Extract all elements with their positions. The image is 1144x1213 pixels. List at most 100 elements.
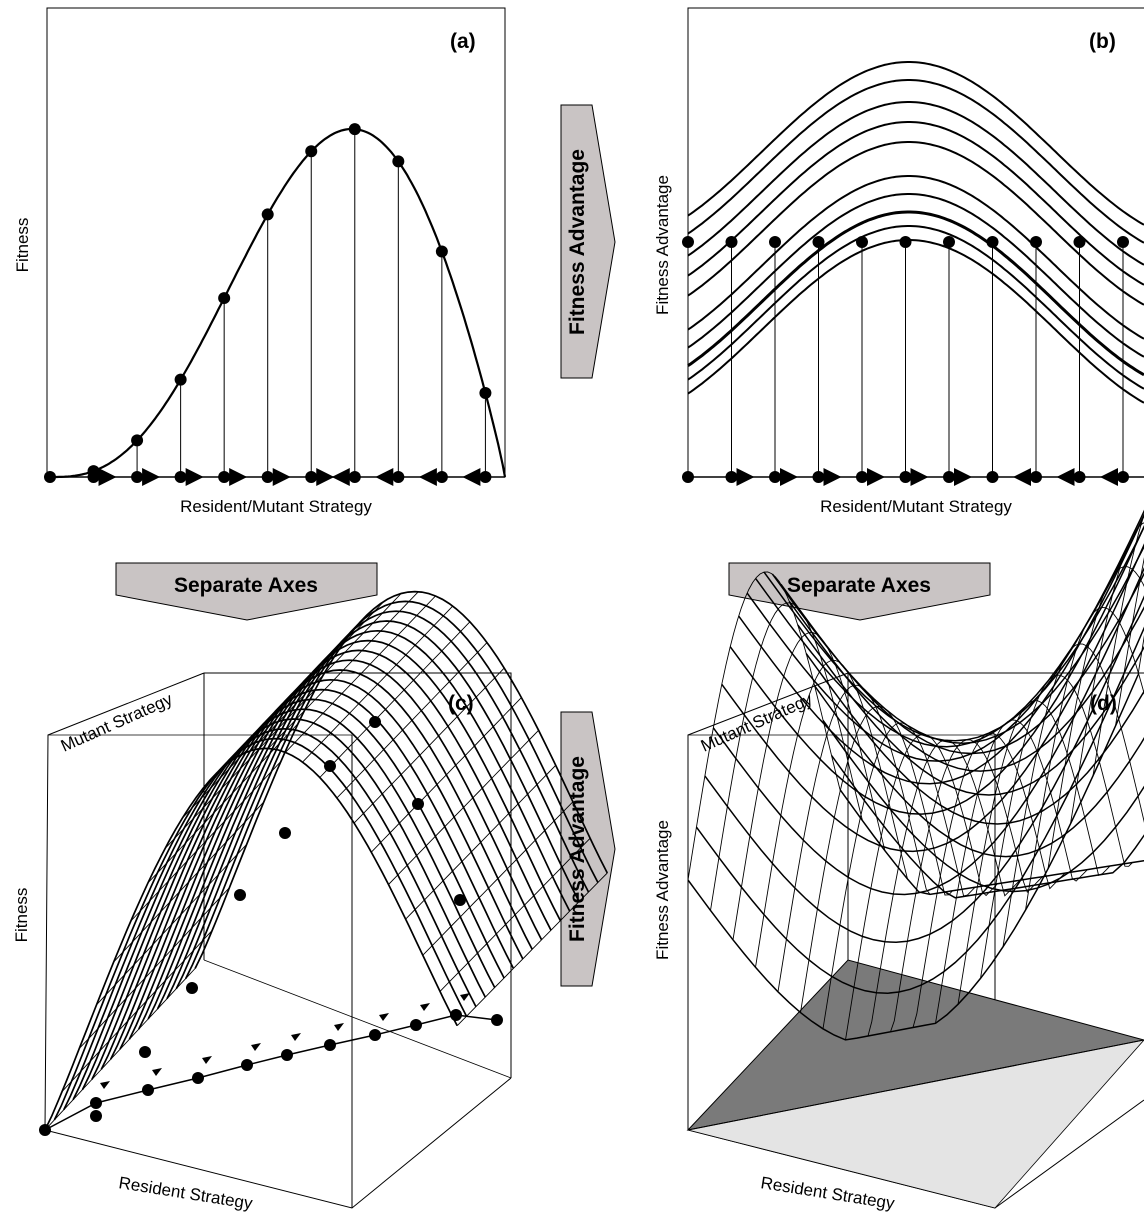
point-marker [261,208,274,221]
mesh-line [957,700,1111,1005]
mesh-line [800,706,953,1013]
point-marker [435,471,448,483]
arrow-top-right: Fitness Advantage [560,104,616,379]
advantage-curve [687,101,1144,266]
point-marker [348,123,361,136]
mesh-line [845,734,998,1040]
panel-d-label: (d) [1090,692,1117,715]
point-marker [369,716,381,728]
arrow-left-down-shape [115,562,378,621]
point-marker [986,236,999,248]
point-marker [174,373,187,386]
arrow-right-marker [229,468,248,486]
arrow-left-marker [331,468,350,486]
advantage-curve [687,141,1144,306]
point-marker [682,236,694,248]
floor-diagonal [687,1039,1144,1131]
point-marker [44,471,56,483]
panel-d-plot [686,509,1144,1209]
direction-marker [100,1081,110,1089]
mesh-line [302,605,454,763]
point-marker [348,471,361,483]
point-marker [812,236,825,248]
mesh-line [78,887,230,1049]
direction-marker [334,1023,344,1031]
mesh-line [130,760,282,922]
panel-c-plot [39,590,609,1209]
mesh-line [336,642,488,799]
diagonal-line [44,1014,498,1131]
mesh-line [113,801,265,963]
mesh-line [370,697,522,853]
direction-marker [251,1043,261,1051]
mesh-line [285,595,436,753]
point-marker [682,471,694,483]
mesh-line [721,543,1144,853]
arrow-right-marker [780,468,798,486]
point-marker [1117,236,1129,248]
point-marker [392,471,405,483]
direction-marker [379,1013,389,1021]
point-marker [412,798,424,810]
panel-a-label: (a) [450,30,476,53]
mesh-line [147,723,299,884]
arrow-left-marker [462,468,481,486]
advantage-curve [687,210,1144,377]
advantage-curve [687,121,1144,286]
panel-a-ylabel: Fitness [13,218,32,273]
panel-a-plot [44,123,507,486]
panel-b-ylabel: Fitness Advantage [653,175,672,315]
point-marker [261,471,274,483]
point-marker [139,1046,151,1058]
fitness-curve [50,127,507,479]
direction-marker [460,993,470,1001]
point-marker [943,471,955,483]
panel-a-xlabel: Resident/Mutant Strategy [180,497,372,516]
point-marker [392,155,405,168]
point-marker [279,827,291,839]
point-marker [1073,471,1086,483]
point-marker [856,236,868,248]
arrow-bottom-right-shape [560,711,616,987]
direction-marker [202,1056,212,1064]
arrow-right-marker [272,468,291,486]
panel-b: (b) Fitness Advantage Resident/Mutant St… [653,7,1144,516]
mesh-line [763,525,1144,742]
mesh-line [182,659,333,819]
arrow-bottom-right-text: Fitness Advantage [566,756,589,942]
point-marker [131,434,144,447]
point-marker [435,245,448,258]
mesh-line [96,844,247,1006]
arrow-left-marker [375,468,394,486]
point-marker [479,471,492,483]
mesh-line [164,689,316,849]
box-edge [44,672,512,1209]
arrow-left-down-text: Separate Axes [174,574,318,597]
point-marker [769,471,781,483]
arrow-left-marker [1100,468,1118,486]
point-marker [769,236,781,248]
panel-b-label: (b) [1089,30,1116,53]
direction-marker [420,1003,430,1011]
arrow-right-marker [736,468,755,486]
arrow-right-marker [98,468,117,486]
panel-b-xlabel: Resident/Mutant Strategy [820,497,1012,516]
advantage-curve [687,175,1144,340]
mesh-line [233,600,385,760]
point-marker [131,471,144,483]
mesh-line [1047,566,1144,869]
mesh-line [199,634,351,794]
point-marker [186,982,198,994]
mesh-line [890,739,1043,1032]
panel-b-plot [682,61,1144,486]
arrow-left-down: Separate Axes [115,562,378,621]
arrow-right-marker [185,468,204,486]
panel-d-xlabel: Resident Strategy [759,1173,896,1213]
arrow-top-right-text: Fitness Advantage [566,149,589,335]
mesh-line [687,571,841,881]
arrow-top-right-shape [560,104,616,379]
point-marker [90,1110,102,1122]
point-marker [324,760,336,772]
mesh-line [44,968,196,1131]
